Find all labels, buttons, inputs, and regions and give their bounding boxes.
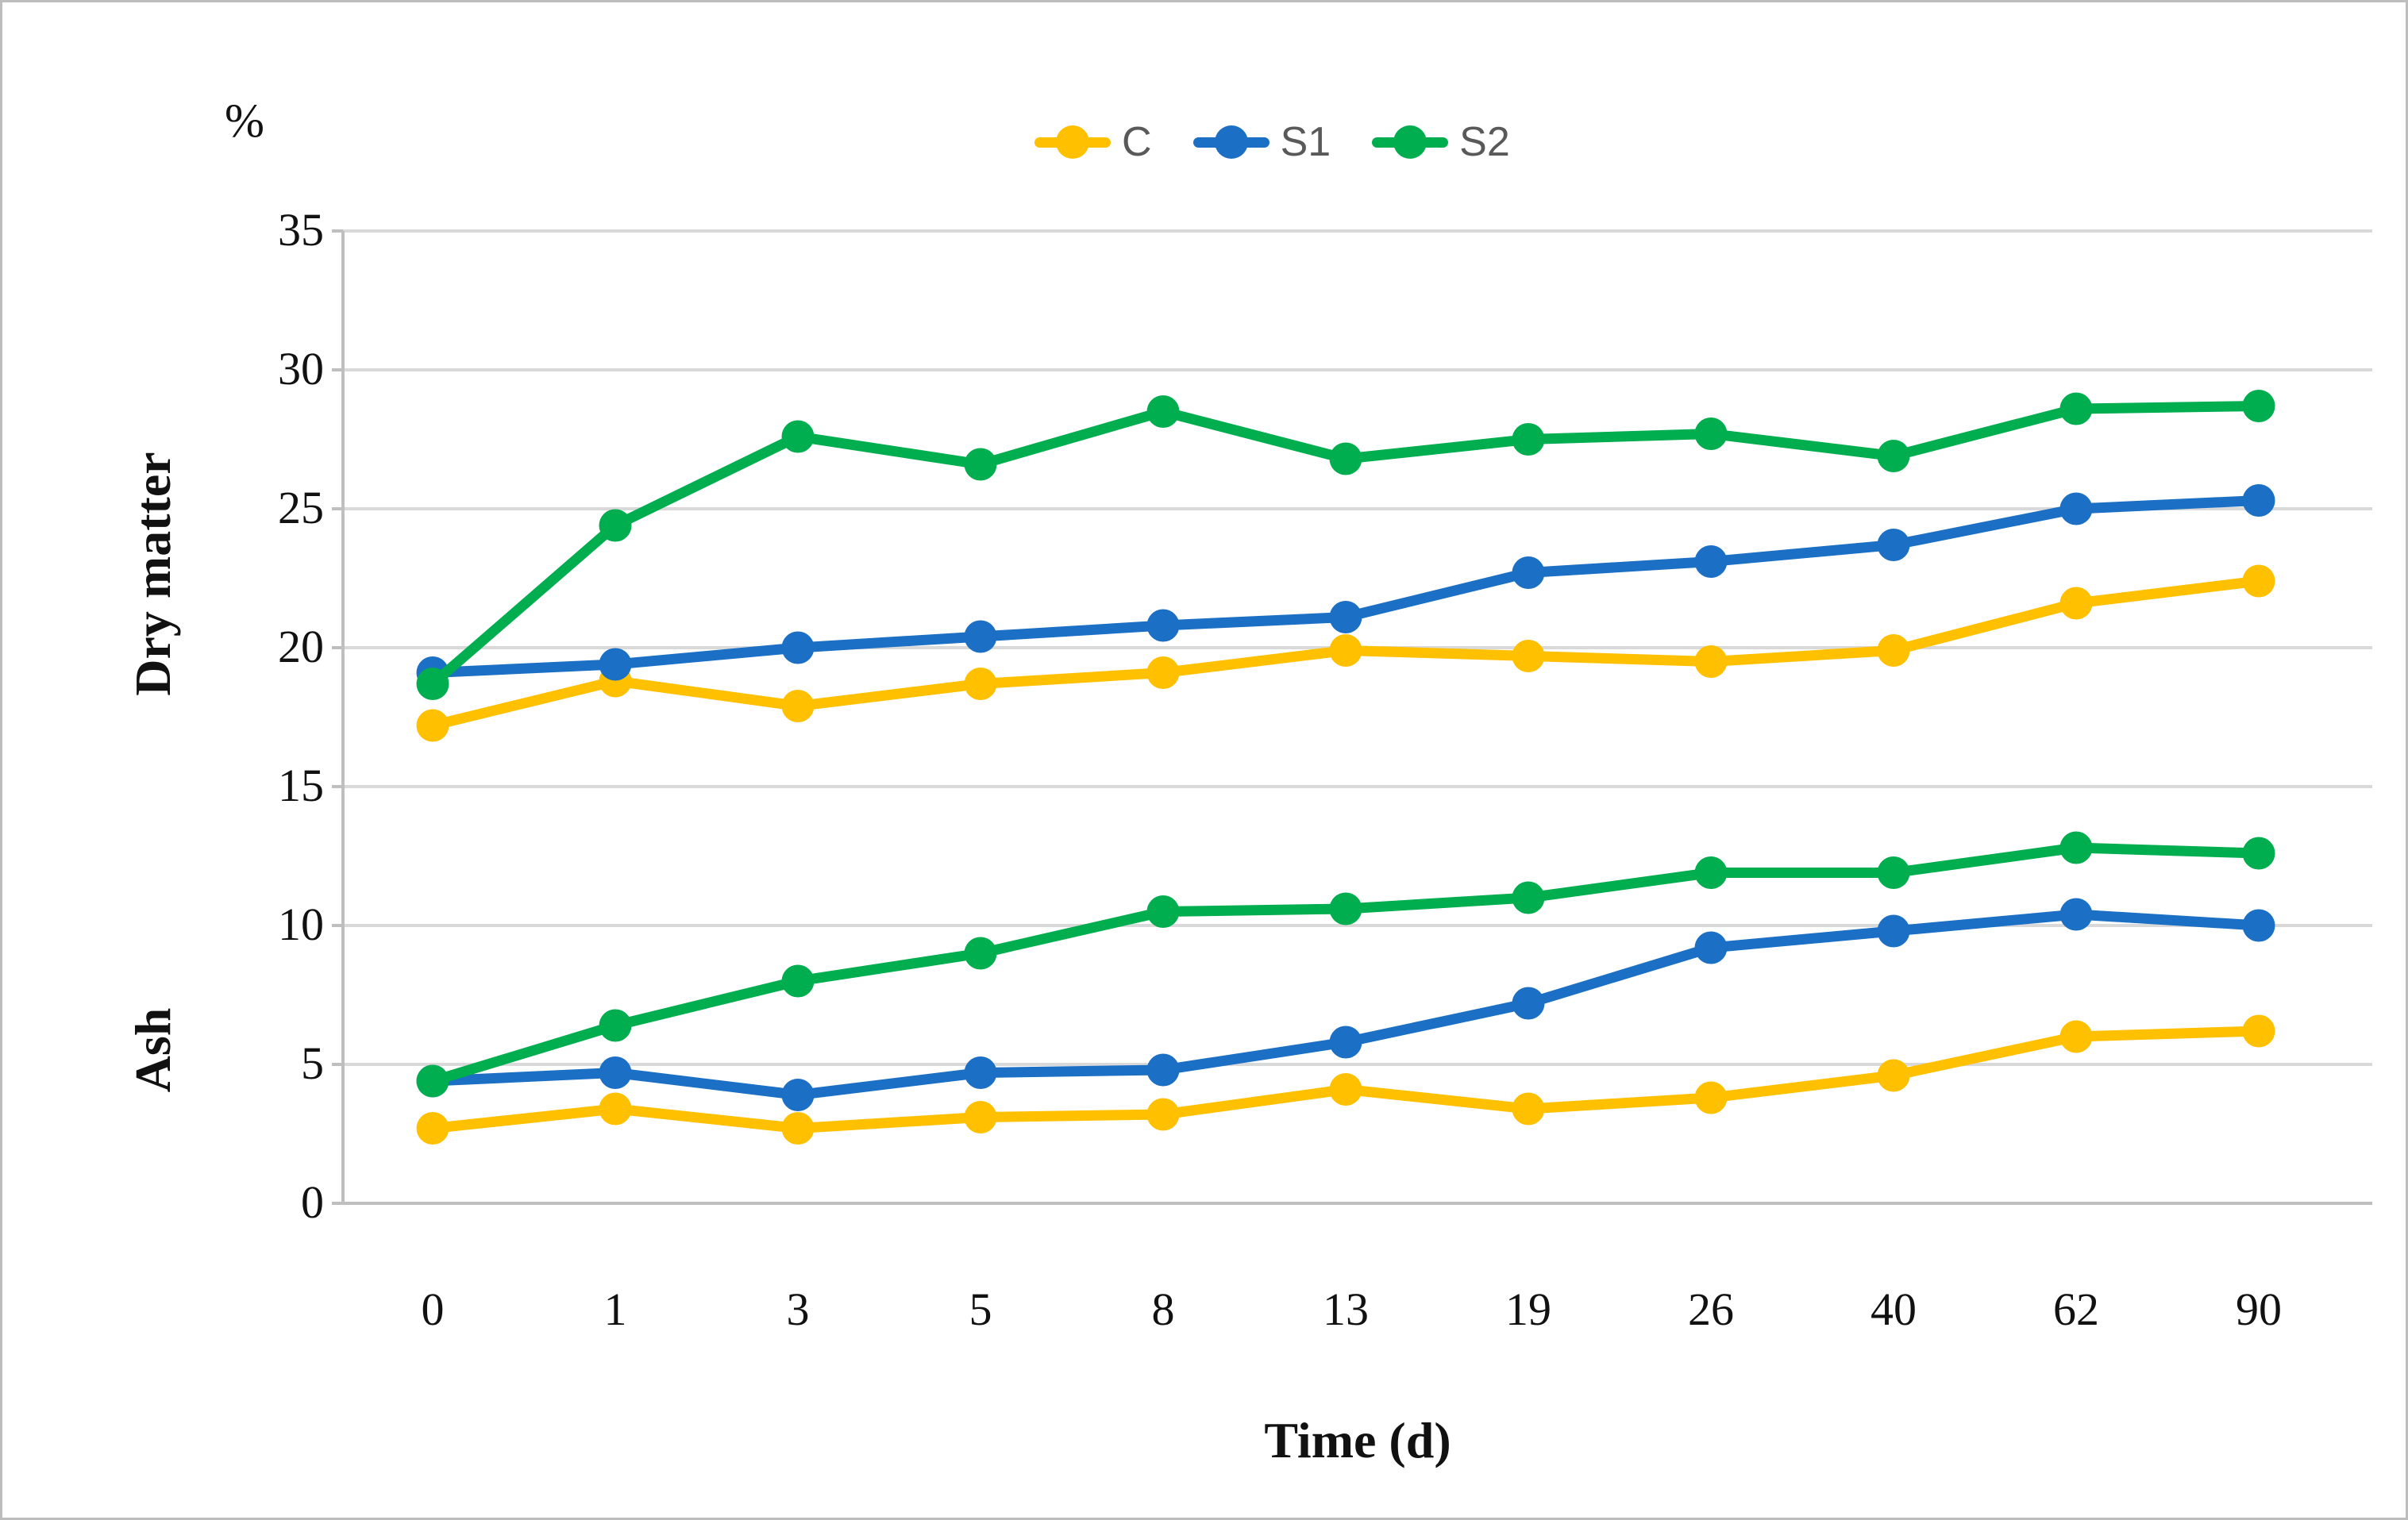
data-point-s1-day40	[1877, 914, 1910, 948]
data-point-c-day40	[1877, 634, 1910, 667]
legend-marker-c-icon	[1034, 125, 1111, 160]
legend-label-s1: S1	[1280, 119, 1331, 165]
data-point-s1-day3	[781, 631, 815, 664]
data-point-s2-day62	[2059, 831, 2093, 864]
data-point-c-day19	[1512, 640, 1545, 672]
data-point-s2-day8	[1146, 395, 1180, 428]
legend-label-s2: S2	[1459, 119, 1510, 165]
data-point-c-day8	[1146, 656, 1180, 689]
data-point-s1-day26	[1694, 545, 1728, 578]
data-point-c-day90	[2242, 1014, 2275, 1048]
x-tick-label-1: 1	[603, 1283, 627, 1335]
data-point-s2-day26	[1694, 856, 1728, 889]
data-point-s1-day13	[1329, 601, 1362, 633]
data-point-s1-day26	[1694, 931, 1728, 964]
legend-label-c: C	[1122, 119, 1152, 165]
data-point-s1-day1	[599, 1056, 632, 1089]
data-point-s1-day5	[964, 1056, 997, 1089]
data-point-s2-day13	[1329, 442, 1362, 475]
x-tick-label-26: 26	[1688, 1283, 1734, 1335]
x-tick-label-40: 40	[1871, 1283, 1917, 1335]
data-point-s1-day8	[1146, 609, 1180, 642]
y-tick-label-25: 25	[278, 482, 324, 533]
x-tick-label-5: 5	[969, 1283, 992, 1335]
data-point-c-day0	[416, 1112, 449, 1145]
data-point-s1-day19	[1512, 987, 1545, 1020]
data-point-c-day3	[781, 1112, 815, 1145]
data-point-c-day8	[1146, 1098, 1180, 1131]
legend-marker-s2-icon	[1372, 125, 1449, 160]
data-point-s2-day13	[1329, 892, 1362, 925]
data-point-c-day90	[2242, 564, 2275, 598]
data-point-s1-day3	[781, 1079, 815, 1111]
data-point-s2-day90	[2242, 390, 2275, 422]
data-point-s1-day62	[2059, 492, 2093, 525]
data-point-s2-day19	[1512, 423, 1545, 456]
legend-item-s1: S1	[1192, 119, 1331, 165]
x-tick-label-62: 62	[2053, 1283, 2099, 1335]
y-tick-label-30: 30	[278, 343, 324, 394]
data-point-s1-day90	[2242, 484, 2275, 517]
data-point-s2-day26	[1694, 418, 1728, 450]
y-tick-label-35: 35	[278, 204, 324, 256]
data-point-s2-day5	[964, 448, 997, 481]
data-point-s2-day3	[781, 420, 815, 453]
data-point-c-day62	[2059, 587, 2093, 620]
legend-item-c: C	[1034, 121, 1152, 163]
data-point-c-day5	[964, 1101, 997, 1133]
data-point-c-day19	[1512, 1092, 1545, 1126]
y-tick-label-5: 5	[301, 1037, 324, 1089]
data-point-c-day13	[1329, 1073, 1362, 1106]
data-point-s1-day90	[2242, 909, 2275, 942]
data-point-s2-day40	[1877, 440, 1910, 472]
x-tick-label-0: 0	[421, 1283, 445, 1335]
y-tick-label-20: 20	[278, 621, 324, 672]
data-point-c-day26	[1694, 1081, 1728, 1114]
y-tick-label-0: 0	[301, 1176, 324, 1228]
data-point-s2-day40	[1877, 856, 1910, 889]
data-point-s1-day8	[1146, 1053, 1180, 1087]
x-tick-label-3: 3	[786, 1283, 810, 1335]
legend-item-s2: S2	[1372, 121, 1510, 163]
legend-marker-s1-icon	[1192, 125, 1269, 160]
data-point-s2-day90	[2242, 837, 2275, 870]
data-point-c-day3	[781, 690, 815, 722]
y-tick-label-10: 10	[278, 899, 324, 950]
data-point-s2-day0	[416, 1064, 449, 1098]
data-point-s1-day5	[964, 620, 997, 653]
data-point-s1-day1	[599, 648, 632, 681]
data-point-c-day1	[599, 1092, 632, 1126]
y-tick-label-15: 15	[278, 760, 324, 811]
data-point-c-day13	[1329, 634, 1362, 667]
data-point-c-day40	[1877, 1059, 1910, 1092]
y-axis-unit-label: %	[225, 94, 264, 147]
data-point-s1-day19	[1512, 556, 1545, 589]
x-axis-title: Time (d)	[1264, 1412, 1451, 1468]
ash-axis-title: Ash	[125, 1007, 181, 1093]
x-tick-label-90: 90	[2236, 1283, 2282, 1335]
data-point-s2-day0	[416, 668, 449, 700]
data-point-c-day26	[1694, 645, 1728, 678]
legend: C S1 S2	[1034, 121, 1510, 163]
dry-matter-axis-title: Dry matter	[125, 452, 181, 696]
data-point-c-day5	[964, 668, 997, 700]
data-point-s2-day5	[964, 937, 997, 970]
x-tick-label-13: 13	[1323, 1283, 1369, 1335]
data-point-s2-day8	[1146, 895, 1180, 928]
x-tick-label-8: 8	[1151, 1283, 1175, 1335]
data-point-s2-day19	[1512, 881, 1545, 914]
data-point-s1-day62	[2059, 898, 2093, 931]
data-point-s1-day13	[1329, 1026, 1362, 1059]
data-point-s2-day1	[599, 1009, 632, 1042]
data-point-c-day0	[416, 709, 449, 742]
data-point-s1-day40	[1877, 529, 1910, 561]
x-tick-label-19: 19	[1505, 1283, 1551, 1335]
data-point-s2-day1	[599, 509, 632, 542]
data-point-s2-day3	[781, 964, 815, 998]
data-point-s2-day62	[2059, 392, 2093, 425]
data-point-c-day62	[2059, 1020, 2093, 1053]
